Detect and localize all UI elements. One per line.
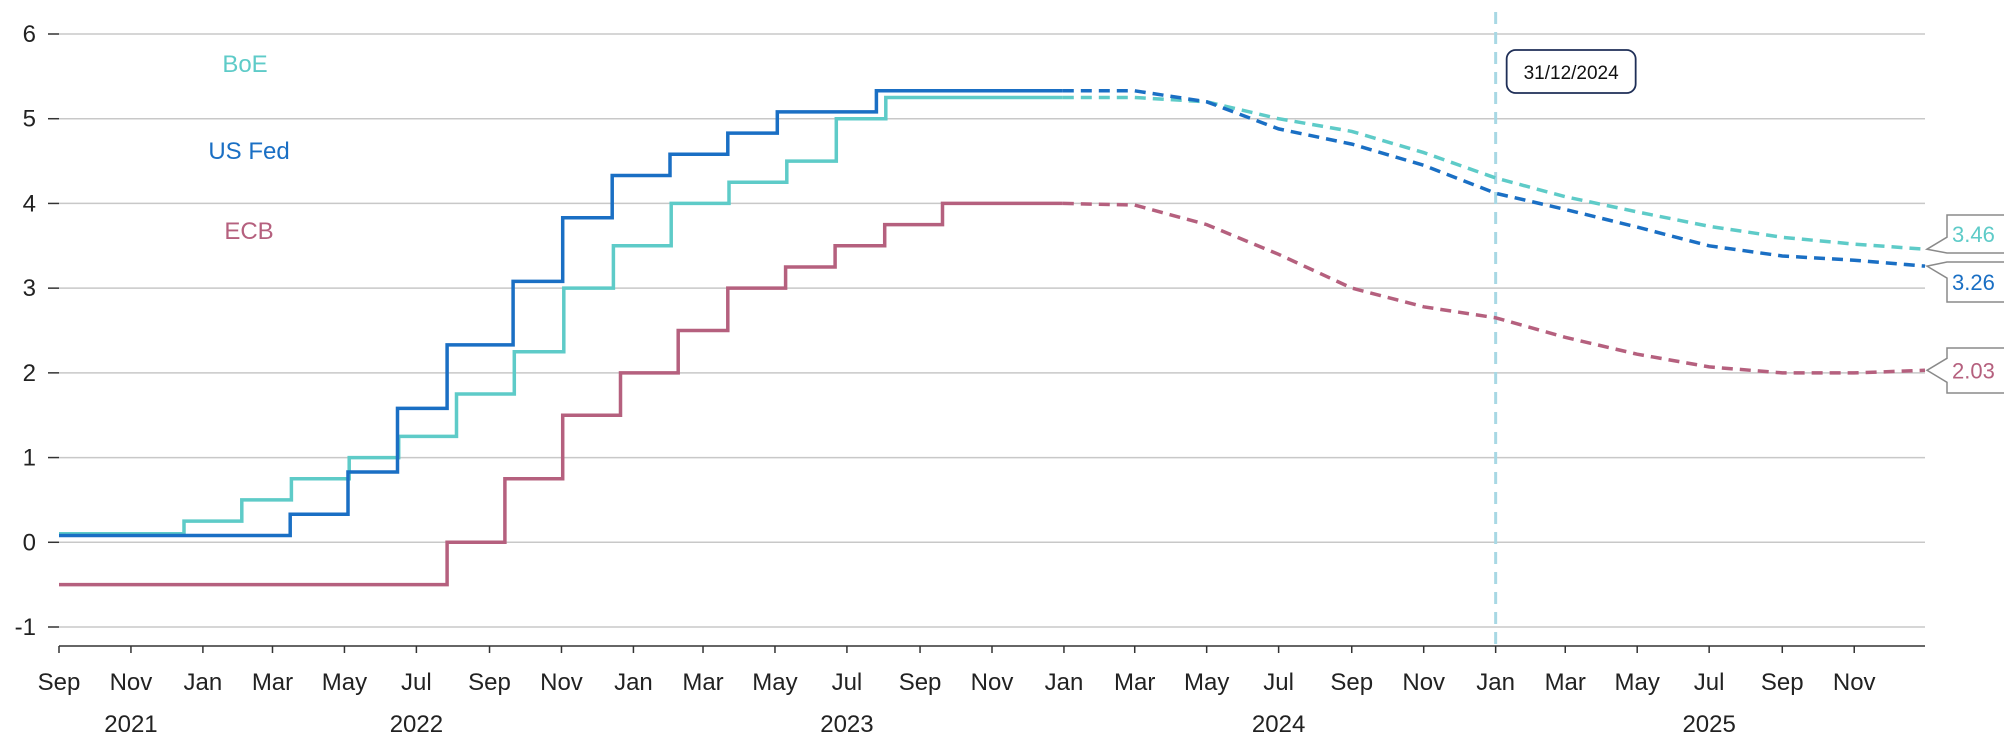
x-tick-label: Nov bbox=[971, 669, 1014, 696]
series-line-actual bbox=[59, 95, 1063, 536]
x-tick-label: Sep bbox=[1330, 669, 1373, 696]
x-tick-label: Jul bbox=[1263, 669, 1294, 696]
end-label-box bbox=[1924, 261, 2004, 303]
x-tick-label: Jan bbox=[614, 669, 653, 696]
y-tick-label: 5 bbox=[23, 106, 36, 133]
y-tick-label: 2 bbox=[23, 360, 36, 387]
series-line-forecast bbox=[1062, 89, 1926, 268]
x-tick-label: Jan bbox=[1045, 669, 1084, 696]
end-label: 2.03 bbox=[1952, 359, 1995, 384]
end-labels: 3.46 3.26 2.03 bbox=[1924, 214, 2004, 394]
legend: BoE US Fed ECB bbox=[208, 51, 289, 245]
gridlines bbox=[59, 33, 1925, 628]
x-tick-label: Sep bbox=[38, 669, 81, 696]
marker-label: 31/12/2024 bbox=[1524, 63, 1620, 84]
x-tick-label: May bbox=[752, 669, 797, 696]
year-label: 2022 bbox=[390, 711, 443, 735]
series-line-forecast bbox=[1062, 95, 1926, 251]
year-label: 2023 bbox=[820, 711, 873, 735]
y-tick-label: 0 bbox=[23, 529, 36, 556]
year-label: 2021 bbox=[104, 711, 157, 735]
y-tick-label: 4 bbox=[23, 190, 36, 217]
x-tick-label: Jul bbox=[401, 669, 432, 696]
end-label-box bbox=[1925, 347, 2004, 394]
x-tick-label: Nov bbox=[110, 669, 153, 696]
legend-label: ECB bbox=[224, 218, 273, 245]
x-tick-label: Sep bbox=[468, 669, 511, 696]
y-tick-label: 3 bbox=[23, 275, 36, 302]
y-tick-label: 6 bbox=[23, 21, 36, 48]
series-line-actual bbox=[59, 89, 1063, 538]
x-tick-label: Mar bbox=[1545, 669, 1586, 696]
x-tick-label: Mar bbox=[252, 669, 293, 696]
x-tick-label: Jul bbox=[1694, 669, 1725, 696]
x-tick-label: Sep bbox=[1761, 669, 1804, 696]
x-tick-label: Sep bbox=[899, 669, 942, 696]
marker-label-box bbox=[1505, 49, 1637, 94]
year-label: 2024 bbox=[1252, 711, 1305, 735]
x-tick-label: Jan bbox=[1476, 669, 1515, 696]
series-lines bbox=[59, 89, 1926, 587]
y-tick-label: -1 bbox=[15, 614, 36, 641]
x-tick-label: Nov bbox=[540, 669, 583, 696]
end-label: 3.46 bbox=[1952, 222, 1995, 247]
x-tick-label: May bbox=[1184, 669, 1229, 696]
x-tick-label: Mar bbox=[1114, 669, 1155, 696]
legend-label: US Fed bbox=[208, 138, 289, 165]
x-tick-label: Jan bbox=[184, 669, 223, 696]
x-tick-label: Nov bbox=[1833, 669, 1876, 696]
legend-label: BoE bbox=[222, 51, 267, 78]
year-label: 2025 bbox=[1682, 711, 1735, 735]
axes: -1 0 1 2 3 4 5 6 Sep Nov Jan Mar May Jul Sep Nov Jan Mar M… bbox=[15, 21, 1925, 735]
series-line-forecast bbox=[1062, 201, 1926, 375]
x-tick-label: Nov bbox=[1402, 669, 1445, 696]
x-tick-label: Jul bbox=[832, 669, 863, 696]
series-line-actual bbox=[59, 201, 1063, 587]
date-marker: 31/12/2024 bbox=[1494, 12, 1637, 646]
x-tick-label: May bbox=[1615, 669, 1660, 696]
end-label: 3.26 bbox=[1952, 270, 1995, 295]
x-tick-label: May bbox=[322, 669, 367, 696]
x-tick-label: Mar bbox=[682, 669, 723, 696]
end-label-box bbox=[1924, 214, 2004, 254]
y-tick-label: 1 bbox=[23, 445, 36, 472]
